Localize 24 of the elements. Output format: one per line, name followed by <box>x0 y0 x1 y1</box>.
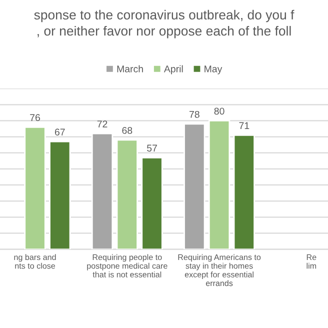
chart-title: sponse to the coronavirus outbreak, do you f , or neither favor nor oppose each of the foll <box>34 10 294 38</box>
bar <box>208 120 230 250</box>
data-label: 68 <box>122 127 132 134</box>
bar <box>91 132 114 250</box>
data-label: 71 <box>239 122 250 129</box>
legend-label: April <box>164 65 183 74</box>
bar <box>184 123 206 250</box>
legend-label: March <box>117 65 143 72</box>
data-label: 76 <box>30 114 40 122</box>
bar <box>141 156 163 250</box>
bar <box>233 134 255 250</box>
x-tick-label: Re lim <box>306 254 316 269</box>
x-tick-label: ng bars and nts to close <box>14 254 56 269</box>
x-tick-label: Requiring Americans to stay in their homes except for essential errands <box>178 254 261 286</box>
bar <box>49 140 71 250</box>
data-label: 80 <box>214 108 224 115</box>
x-tick-label: Requiring people to postpone medical care that is not essential <box>87 254 168 278</box>
data-label: 57 <box>147 144 157 152</box>
data-label: 67 <box>54 128 65 136</box>
data-label: 72 <box>97 120 108 128</box>
data-label: 78 <box>189 110 200 118</box>
bar <box>116 139 138 250</box>
legend-label: May <box>204 66 222 74</box>
bar <box>24 126 46 250</box>
